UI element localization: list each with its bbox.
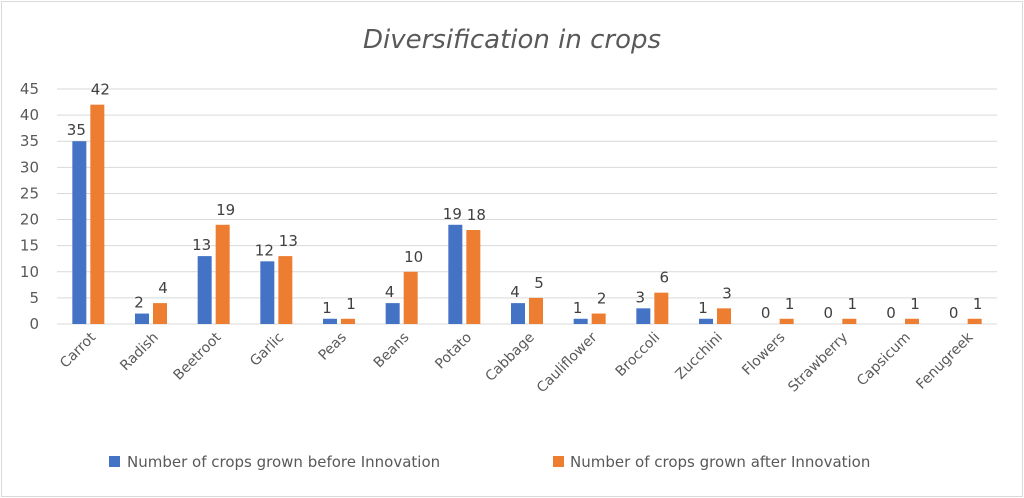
bar-after-beans [403,271,418,324]
data-label-after-capsicum: 1 [910,295,920,313]
bar-before-beetroot [197,256,212,324]
y-tick-label: 30 [20,158,39,176]
bar-after-carrot [90,104,105,325]
category-label-garlic: Garlic [247,330,287,370]
bar-after-peas [341,318,355,324]
category-label-zucchini: Zucchini [673,330,726,383]
category-label-cabbage: Cabbage [483,330,538,385]
chart-title: Diversification in crops [363,25,661,55]
y-tick-label: 45 [20,80,39,98]
data-label-after-fenugreek: 1 [973,295,983,313]
y-tick-label: 20 [20,211,39,229]
category-label-beetroot: Beetroot [170,329,224,383]
bar-after-broccoli [654,292,669,324]
data-label-after-carrot: 42 [91,81,110,99]
y-axis-ticks: 0 5 10 15 20 25 30 35 40 45 [20,80,39,333]
bar-before-cauliflower [573,318,588,324]
data-label-before-cabbage: 4 [510,283,520,301]
bar-before-radish [135,313,149,324]
gridlines [57,88,997,325]
legend: Number of crops grown before Innovation … [109,453,870,471]
data-label-before-beetroot: 13 [192,236,211,254]
data-label-after-radish: 4 [158,279,168,297]
legend-label-after: Number of crops grown after Innovation [570,453,870,471]
category-label-flowers: Flowers [739,330,788,379]
data-label-before-peas: 1 [322,299,332,317]
bar-before-beans [385,303,400,324]
category-label-potato: Potato [432,330,475,373]
bar-after-strawberry [842,318,857,324]
bar-after-potato [466,230,481,324]
category-label-fenugreek: Fenugreek [913,329,977,393]
bar-before-peas [323,318,337,324]
legend-swatch-after [553,456,564,467]
bar-after-beetroot [215,224,230,324]
legend-item-before[interactable]: Number of crops grown before Innovation [109,453,440,471]
category-label-capsicum: Capsicum [854,330,914,390]
bar-before-broccoli [636,308,651,324]
bar-before-carrot [72,141,87,324]
category-label-broccoli: Broccoli [613,330,663,380]
data-label-before-cauliflower: 1 [573,299,583,317]
legend-swatch-before [109,456,120,467]
bar-before-cabbage [511,303,525,324]
bar-after-radish [153,303,167,324]
data-label-after-cabbage: 5 [534,274,544,292]
y-tick-label: 40 [20,106,39,124]
data-label-after-broccoli: 6 [660,269,670,287]
category-label-beans: Beans [371,330,413,372]
data-label-before-fenugreek: 0 [949,304,959,322]
bar-after-cabbage [529,297,543,324]
y-tick-label: 25 [20,184,39,202]
bar-after-garlic [278,256,293,324]
y-tick-label: 5 [29,289,39,307]
y-tick-label: 15 [20,237,39,255]
data-label-before-beans: 4 [385,283,395,301]
bar-after-zucchini [717,308,731,324]
data-label-after-strawberry: 1 [848,295,858,313]
bar-before-zucchini [699,318,713,324]
data-label-after-peas: 1 [346,295,356,313]
data-label-before-broccoli: 3 [636,288,646,306]
y-tick-label: 35 [20,132,39,150]
data-label-after-zucchini: 3 [722,284,732,302]
x-axis-categories: Carrot Radish Beetroot Garlic Peas Beans Potat… [57,329,977,396]
data-label-before-strawberry: 0 [824,304,834,322]
y-tick-label: 0 [29,315,39,333]
data-label-after-potato: 18 [467,206,486,224]
category-label-strawberry: Strawberry [785,330,851,396]
data-label-before-radish: 2 [134,294,144,312]
bar-after-capsicum [905,318,919,324]
data-label-before-carrot: 35 [67,121,86,139]
category-label-peas: Peas [316,330,350,364]
data-label-after-garlic: 13 [279,232,298,250]
data-label-after-flowers: 1 [785,295,795,313]
data-label-before-capsicum: 0 [886,304,896,322]
data-label-before-garlic: 12 [255,241,274,259]
category-label-cauliflower: Cauliflower [534,329,601,396]
bar-after-cauliflower [591,313,606,324]
data-label-before-zucchini: 1 [698,299,708,317]
category-label-radish: Radish [117,330,162,375]
y-tick-label: 10 [20,263,39,281]
data-label-after-cauliflower: 2 [597,290,607,308]
legend-label-before: Number of crops grown before Innovation [127,453,440,471]
data-label-before-potato: 19 [443,205,462,223]
data-label-after-beans: 10 [404,248,423,266]
bar-after-flowers [779,318,794,324]
data-label-after-beetroot: 19 [216,201,235,219]
bar-before-garlic [260,261,275,324]
data-label-before-flowers: 0 [761,304,771,322]
bars [72,104,982,325]
legend-item-after[interactable]: Number of crops grown after Innovation [553,453,870,471]
category-label-carrot: Carrot [57,329,99,371]
bar-before-potato [448,224,463,324]
bar-after-fenugreek [967,318,982,324]
